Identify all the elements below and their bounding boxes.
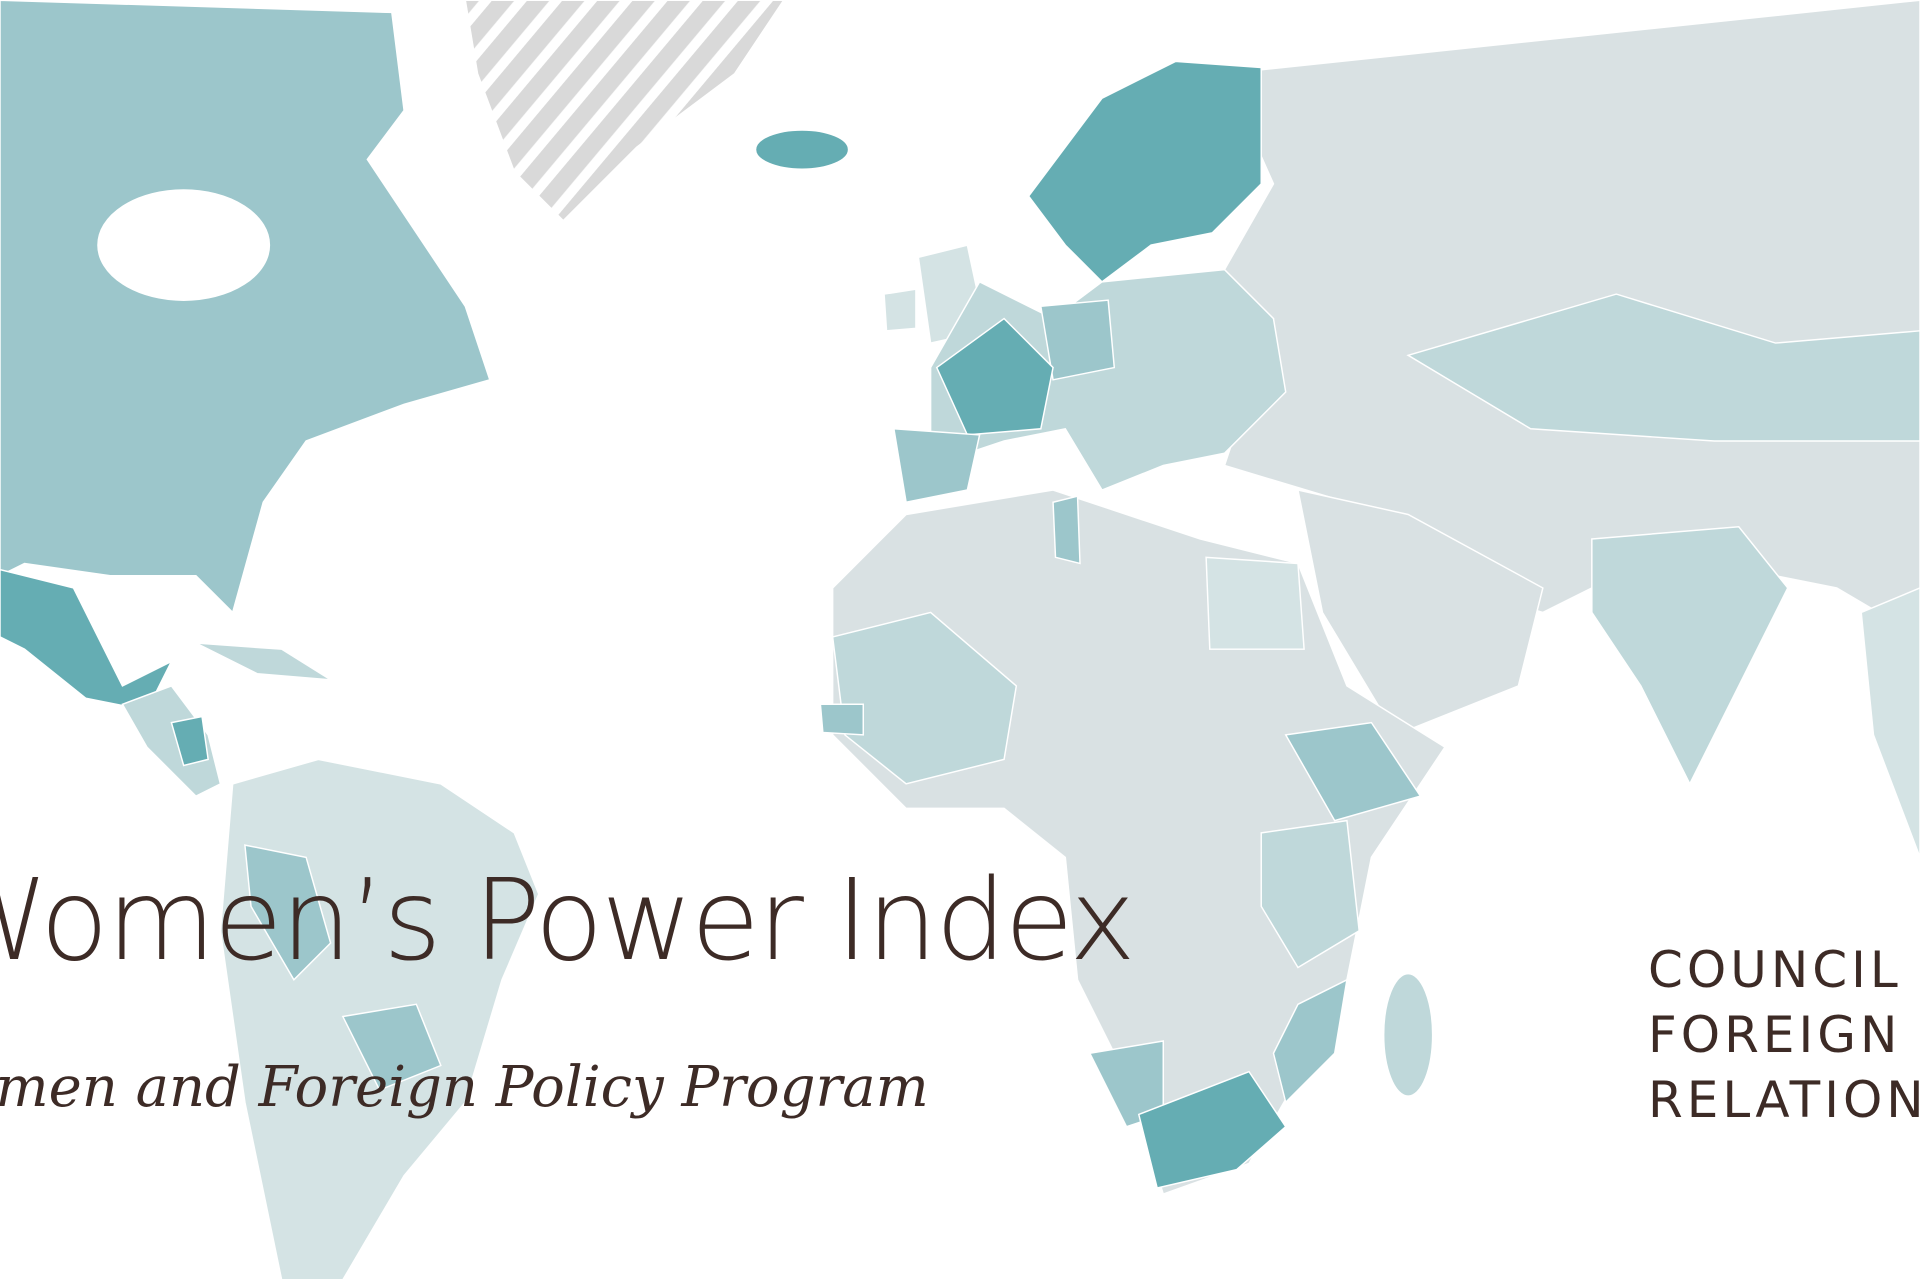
iceland — [754, 129, 850, 170]
france — [935, 317, 1054, 436]
india — [1591, 525, 1789, 786]
logo-line: FOREIGN — [1648, 1006, 1902, 1064]
senegal — [819, 703, 864, 736]
bolivia — [341, 1003, 442, 1091]
spain — [892, 427, 981, 504]
central-asia — [1406, 293, 1920, 442]
caribbean — [195, 642, 332, 681]
greenland — [464, 0, 785, 222]
germany — [1039, 299, 1116, 381]
southeast-asia — [1860, 587, 1920, 858]
subtitle: Women and Foreign Policy Program — [0, 1055, 929, 1120]
logo-line: RELATIONS — [1648, 1071, 1920, 1129]
nicaragua — [170, 715, 209, 767]
egypt — [1205, 556, 1305, 650]
scandinavia — [1027, 60, 1262, 283]
logo: COUNCIL FOREIGN RELATIONS — [1648, 938, 1920, 1133]
madagascar — [1382, 972, 1434, 1097]
title: Women’s Power Index — [0, 856, 1136, 986]
ireland — [883, 288, 917, 332]
mozambique — [1272, 978, 1348, 1104]
west-africa — [831, 611, 1018, 785]
ethiopia — [1284, 721, 1422, 822]
peru — [244, 844, 332, 981]
mexico — [0, 568, 174, 712]
north-america — [0, 0, 491, 614]
hudson-bay — [97, 189, 271, 301]
south-africa — [1137, 1070, 1287, 1189]
central-america — [121, 685, 222, 798]
logo-line: COUNCIL — [1648, 941, 1902, 999]
east-africa — [1260, 819, 1360, 969]
tunisia — [1052, 495, 1081, 565]
middle-east — [1297, 489, 1544, 736]
